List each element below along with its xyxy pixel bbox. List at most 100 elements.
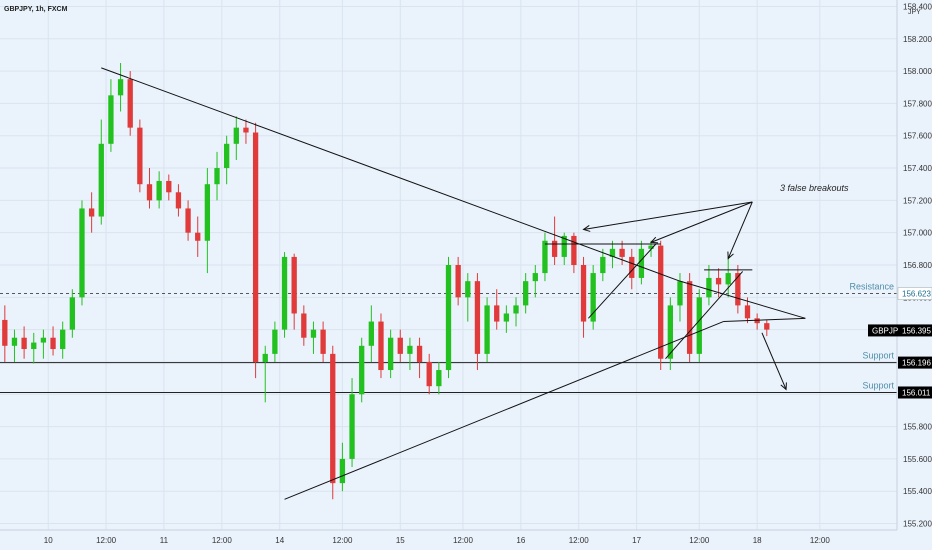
candle-body — [40, 337, 47, 343]
time-tick-label: 16 — [516, 536, 525, 545]
candle-body — [542, 240, 548, 274]
candle-body — [532, 273, 538, 282]
chart-title: GBPJPY, 1h, FXCM — [4, 6, 68, 13]
time-tick-label: 17 — [632, 536, 641, 545]
candle-body — [706, 277, 712, 298]
candle-body — [523, 281, 529, 306]
candle-body — [590, 273, 596, 322]
candle-body — [629, 256, 635, 278]
candle-body — [744, 305, 751, 319]
time-tick-label: 18 — [753, 536, 762, 545]
candle-body — [513, 305, 519, 314]
candle-body — [117, 79, 124, 96]
candle-body — [551, 240, 558, 257]
level-tag-text: 156.196 — [902, 359, 931, 368]
candle-body — [204, 184, 211, 241]
candles-layer — [2, 63, 770, 500]
price-tick-label: 158.400 — [903, 2, 932, 11]
time-tick-label: 12:00 — [689, 536, 710, 545]
candle-body — [320, 329, 326, 354]
level-name-support: Support — [862, 380, 894, 390]
candle-body — [561, 235, 567, 257]
candle-body — [658, 245, 664, 359]
candle-body — [339, 458, 346, 484]
candle-body — [494, 305, 500, 322]
candle-body — [330, 353, 336, 484]
candle-body — [571, 235, 577, 265]
candle-body — [580, 265, 587, 322]
candle-body — [146, 184, 153, 201]
candle-body — [108, 95, 114, 144]
candle-body — [310, 329, 317, 338]
candle-body — [426, 361, 432, 387]
candle-body — [349, 394, 355, 459]
candle-body — [600, 256, 606, 274]
time-axis[interactable]: 10 12:00 11 12:00 14 12:00 15 12:00 16 12:00 17 12:… — [0, 529, 897, 545]
candle-body — [281, 256, 288, 330]
candle-body — [243, 127, 249, 133]
candle-body — [503, 313, 510, 322]
candle-body — [252, 132, 259, 362]
price-tick-label: 158.000 — [903, 67, 932, 76]
arrow-head — [727, 251, 734, 260]
candle-body — [474, 281, 481, 354]
candle-body — [88, 208, 95, 217]
level-name-support: Support — [862, 351, 894, 361]
candle-body — [686, 281, 693, 354]
price-tick-label: 156.800 — [903, 261, 932, 270]
price-tick-label: 158.200 — [903, 35, 932, 44]
currency-label: JPY — [908, 9, 921, 16]
candle-body — [31, 342, 37, 350]
candle-body — [764, 323, 770, 330]
time-tick-label: 12:00 — [212, 536, 233, 545]
candle-body — [291, 256, 297, 314]
candle-body — [754, 318, 760, 324]
candle-body — [455, 265, 461, 298]
level-tag — [898, 386, 932, 399]
candle-body — [677, 281, 683, 306]
current-price-text: 156.395 — [902, 326, 931, 335]
candle-body — [185, 208, 191, 233]
candle-body — [233, 127, 239, 144]
candle-body — [387, 337, 394, 371]
time-tick-label: 11 — [160, 536, 169, 545]
candle-body — [378, 321, 384, 371]
trendline — [284, 321, 724, 500]
candle-body — [725, 273, 731, 285]
price-tick-label: 157.000 — [903, 229, 932, 238]
candle-body — [69, 297, 75, 330]
trendline — [665, 271, 744, 360]
price-tick-label: 155.600 — [903, 455, 932, 464]
price-tick-label: 157.400 — [903, 164, 932, 173]
candle-body — [127, 79, 133, 128]
arrow-line — [583, 201, 753, 230]
candle-body — [397, 337, 403, 354]
candle-body — [195, 232, 201, 241]
arrow-line — [727, 201, 753, 259]
time-tick-label: 15 — [396, 536, 405, 545]
candle-body — [60, 329, 66, 350]
candle-body — [416, 345, 423, 362]
candle-body — [715, 277, 722, 285]
candle-body — [11, 337, 18, 346]
price-tick-label: 155.800 — [903, 423, 932, 432]
candle-body — [2, 319, 8, 346]
price-tick-label: 155.400 — [903, 487, 932, 496]
candle-body — [272, 329, 278, 354]
candle-body — [262, 353, 268, 362]
arrow-head — [582, 225, 591, 232]
candle-body — [609, 248, 616, 257]
arrow-head — [780, 382, 787, 391]
price-tick-label: 155.200 — [903, 520, 932, 529]
price-tick-label: 157.600 — [903, 132, 932, 141]
candle-body — [137, 127, 143, 185]
candle-body — [175, 192, 182, 209]
false-breakouts-annotation: 3 false breakouts — [780, 183, 849, 193]
time-tick-label: 12:00 — [569, 536, 590, 545]
trendline — [723, 317, 806, 323]
candle-body — [407, 345, 413, 354]
time-tick-label: 10 — [44, 536, 53, 545]
candle-body — [214, 168, 220, 185]
